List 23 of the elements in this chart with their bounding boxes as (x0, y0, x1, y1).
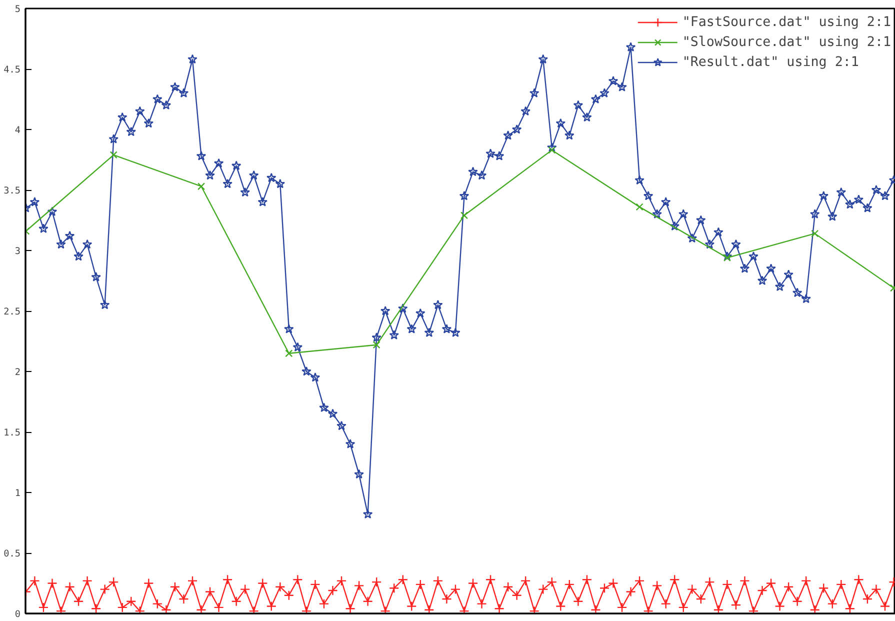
y-tick-label: 1 (14, 488, 21, 499)
point (372, 341, 380, 349)
point (636, 203, 644, 211)
y-tick-label: 5 (14, 4, 21, 15)
point (197, 182, 206, 190)
y-tick-label: 0 (14, 609, 21, 620)
point (285, 350, 293, 358)
y-tick-label: 4.5 (4, 64, 21, 76)
y-tick-label: 2 (14, 367, 21, 378)
legend-label: "FastSource.dat" using 2:1 (682, 14, 891, 30)
y-tick-label: 3 (14, 246, 21, 257)
point (723, 254, 731, 262)
point (110, 151, 118, 159)
point (548, 146, 556, 154)
point (811, 230, 819, 238)
y-tick-label: 0.5 (4, 548, 21, 560)
point (460, 212, 468, 220)
y-tick-label: 2.5 (4, 306, 21, 318)
y-tick-label: 1.5 (4, 428, 21, 438)
legend-label: "SlowSource.dat" using 2:1 (682, 34, 891, 50)
y-tick-label: 3.5 (4, 186, 21, 196)
y-tick-label: 4 (14, 125, 21, 136)
legend-label: "Result.dat" using 2:1 (682, 54, 859, 70)
